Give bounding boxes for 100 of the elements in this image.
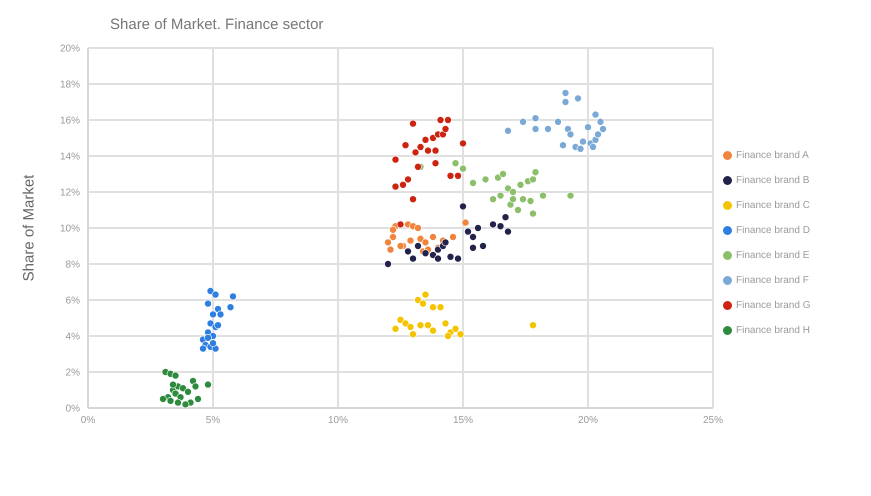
point bbox=[539, 192, 547, 200]
point bbox=[532, 125, 540, 133]
point bbox=[469, 233, 477, 241]
point bbox=[434, 254, 442, 262]
y-tick-label: 12% bbox=[60, 188, 80, 199]
x-tick-label: 10% bbox=[328, 415, 348, 426]
point bbox=[422, 238, 430, 246]
point bbox=[204, 380, 212, 388]
point bbox=[414, 296, 422, 304]
point bbox=[509, 195, 517, 203]
legend-label: Finance brand B bbox=[736, 175, 810, 186]
point bbox=[389, 226, 397, 234]
point bbox=[414, 242, 422, 250]
point bbox=[432, 159, 440, 167]
point bbox=[416, 235, 424, 243]
point bbox=[562, 89, 570, 97]
x-tick-label: 25% bbox=[702, 415, 724, 426]
point bbox=[494, 174, 502, 182]
point bbox=[402, 141, 410, 149]
point bbox=[179, 384, 187, 392]
point bbox=[529, 176, 537, 184]
point bbox=[414, 163, 422, 171]
point bbox=[446, 253, 454, 261]
point bbox=[429, 326, 437, 334]
y-tick-label: 16% bbox=[60, 116, 80, 127]
point bbox=[459, 202, 467, 210]
legend-label: Finance brand F bbox=[736, 275, 809, 286]
point bbox=[402, 320, 410, 328]
y-tick-label: 8% bbox=[66, 260, 80, 271]
point bbox=[389, 233, 397, 241]
legend-label: Finance brand D bbox=[736, 225, 810, 236]
point bbox=[526, 197, 534, 205]
point bbox=[442, 125, 450, 133]
point bbox=[519, 195, 527, 203]
point bbox=[584, 123, 592, 131]
point bbox=[194, 395, 202, 403]
point bbox=[449, 233, 457, 241]
point bbox=[444, 332, 452, 340]
x-tick-label: 20% bbox=[578, 415, 598, 426]
point bbox=[592, 110, 600, 118]
point bbox=[412, 148, 420, 156]
point bbox=[409, 195, 417, 203]
point bbox=[429, 251, 437, 259]
point bbox=[504, 127, 512, 135]
point bbox=[404, 248, 412, 256]
point bbox=[576, 145, 584, 153]
point bbox=[566, 192, 574, 200]
point bbox=[519, 118, 527, 126]
point bbox=[192, 382, 200, 390]
point bbox=[174, 398, 182, 406]
point bbox=[594, 130, 602, 138]
point bbox=[509, 188, 517, 196]
point bbox=[396, 316, 404, 324]
point bbox=[529, 321, 537, 329]
point bbox=[574, 94, 582, 102]
point bbox=[169, 380, 177, 388]
point bbox=[406, 323, 414, 331]
legend-label: Finance brand E bbox=[736, 250, 810, 261]
point bbox=[204, 300, 212, 308]
y-tick-label: 18% bbox=[60, 80, 80, 91]
point bbox=[462, 218, 470, 226]
point bbox=[396, 220, 404, 228]
point bbox=[504, 184, 512, 192]
legend-label: Finance brand A bbox=[736, 150, 809, 161]
y-tick-label: 10% bbox=[60, 224, 80, 235]
point bbox=[409, 330, 417, 338]
point bbox=[212, 290, 220, 298]
point bbox=[532, 168, 540, 176]
legend-label: Finance brand H bbox=[736, 325, 810, 336]
point bbox=[446, 172, 454, 180]
point bbox=[424, 146, 432, 154]
point bbox=[454, 254, 462, 262]
point bbox=[409, 120, 417, 128]
point bbox=[589, 143, 597, 151]
point bbox=[442, 320, 450, 328]
point bbox=[172, 390, 180, 398]
point bbox=[392, 156, 400, 164]
point bbox=[456, 330, 464, 338]
point bbox=[392, 325, 400, 333]
point bbox=[529, 210, 537, 218]
point bbox=[429, 233, 437, 241]
point bbox=[559, 141, 567, 149]
point bbox=[452, 325, 460, 333]
point bbox=[454, 172, 462, 180]
point bbox=[166, 397, 174, 405]
point bbox=[182, 400, 190, 408]
point bbox=[422, 290, 430, 298]
point bbox=[436, 116, 444, 124]
point bbox=[399, 181, 407, 189]
point bbox=[432, 146, 440, 154]
point bbox=[489, 220, 497, 228]
point bbox=[532, 114, 540, 122]
point bbox=[209, 339, 217, 347]
point bbox=[424, 321, 432, 329]
point bbox=[596, 118, 604, 126]
point bbox=[504, 228, 512, 236]
point bbox=[436, 303, 444, 311]
point bbox=[226, 303, 234, 311]
point bbox=[422, 249, 430, 257]
y-axis-title: Share of Market bbox=[20, 174, 38, 282]
